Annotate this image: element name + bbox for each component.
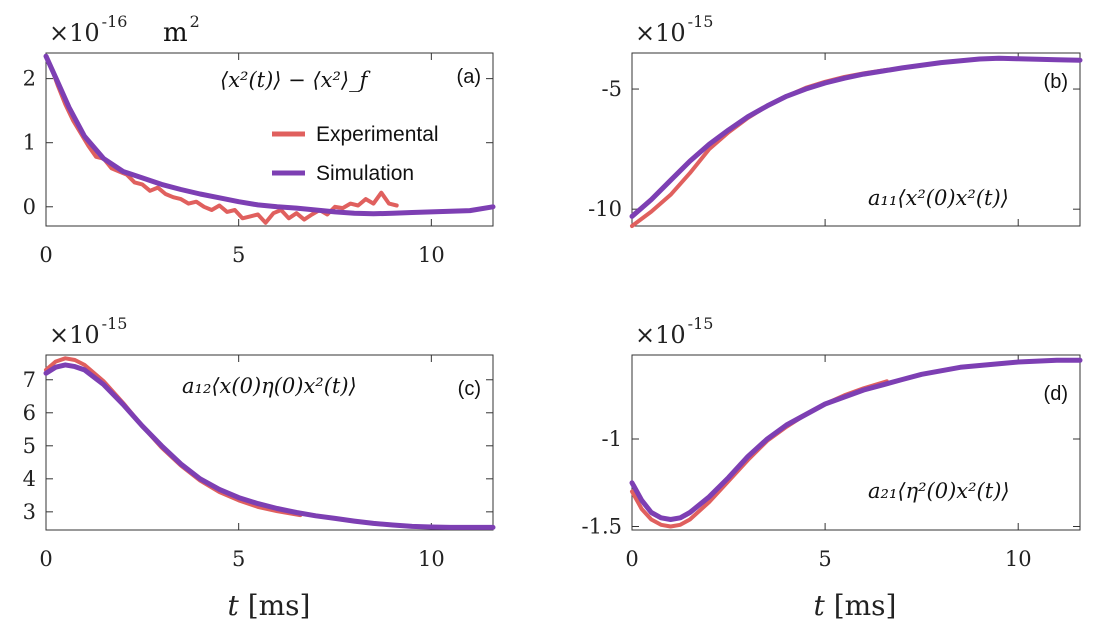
- axis-exponent-power: -15: [102, 314, 128, 333]
- y-tick-label: 6: [23, 401, 36, 425]
- x-tick-label: 10: [1005, 547, 1032, 571]
- x-tick-label: 10: [418, 243, 445, 267]
- series-simulation: [629, 357, 1083, 522]
- y-unit: m: [163, 18, 188, 48]
- axis-exponent-power: -15: [688, 314, 714, 333]
- x-tick-label: 0: [625, 547, 638, 571]
- axes-box: [45, 354, 494, 531]
- panel-tag: (b): [1044, 71, 1068, 93]
- x-tick-label: 5: [818, 547, 831, 571]
- y-tick-label: 5: [23, 434, 36, 458]
- axis-exponent-power: -16: [102, 12, 128, 31]
- panel-tag: (a): [457, 66, 481, 88]
- y-tick-label: -1: [602, 427, 622, 451]
- panel-tag: (d): [1044, 383, 1068, 405]
- formula-annotation: ⟨x²(t)⟩ − ⟨x²⟩_f: [220, 68, 371, 92]
- axes-box: [631, 354, 1081, 531]
- axis-exponent: ×10: [635, 19, 686, 47]
- formula-annotation: a₁₁⟨x²(0)x²(t)⟩: [868, 186, 1009, 210]
- y-unit-power: 2: [190, 12, 200, 31]
- series-simulation: [43, 362, 496, 530]
- legend: Experimental Simulation: [272, 123, 439, 185]
- x-tick-label: 0: [39, 547, 52, 571]
- x-axis-label: t [ms]: [814, 589, 897, 622]
- series-simulation: [43, 53, 496, 217]
- y-tick-label: 4: [23, 467, 36, 491]
- y-tick-label: 2: [23, 67, 36, 91]
- panel-1: -10 -5 ×10 -15 (b) a₁₁⟨x²(0)x²(t)⟩: [588, 12, 1083, 228]
- axes-box: [45, 52, 494, 227]
- y-tick-label: -1.5: [582, 515, 623, 539]
- formula-annotation: a₁₂⟨x(0)η(0)x²(t)⟩: [182, 374, 357, 398]
- series-simulation: [629, 55, 1083, 219]
- axis-exponent: ×10: [49, 321, 100, 349]
- axes-box: [631, 52, 1081, 227]
- x-axis-label: t [ms]: [228, 589, 311, 622]
- panel-2: 0 5 10 3 4 5 6 7 ×10 -15 (c) a₁₂⟨x(0)η(0)x²(t)⟩: [23, 314, 496, 571]
- panel-tag: (c): [458, 378, 481, 400]
- axis-exponent: ×10: [635, 321, 686, 349]
- y-tick-label: 7: [23, 368, 36, 392]
- y-tick-label: 3: [23, 500, 36, 524]
- x-tick-label: 0: [39, 243, 52, 267]
- legend-label-simulation: Simulation: [316, 162, 414, 185]
- x-tick-label: 10: [418, 547, 445, 571]
- x-tick-label: 5: [232, 547, 245, 571]
- axis-exponent-power: -15: [688, 12, 714, 31]
- y-tick-label: 0: [23, 195, 36, 219]
- panel-3: 0 5 10 -1.5 -1 ×10 -15 (d) a₂₁⟨η²(0)x²(t)⟩: [582, 314, 1083, 571]
- series-experimental: [630, 379, 889, 529]
- y-tick-label: -5: [602, 77, 622, 101]
- y-tick-label: 1: [23, 131, 36, 155]
- axis-exponent: ×10: [49, 19, 100, 47]
- x-tick-label: 5: [232, 243, 245, 267]
- legend-label-experimental: Experimental: [316, 123, 439, 146]
- formula-annotation: a₂₁⟨η²(0)x²(t)⟩: [868, 479, 1010, 503]
- series-experimental: [630, 67, 889, 228]
- y-tick-label: -10: [588, 197, 622, 221]
